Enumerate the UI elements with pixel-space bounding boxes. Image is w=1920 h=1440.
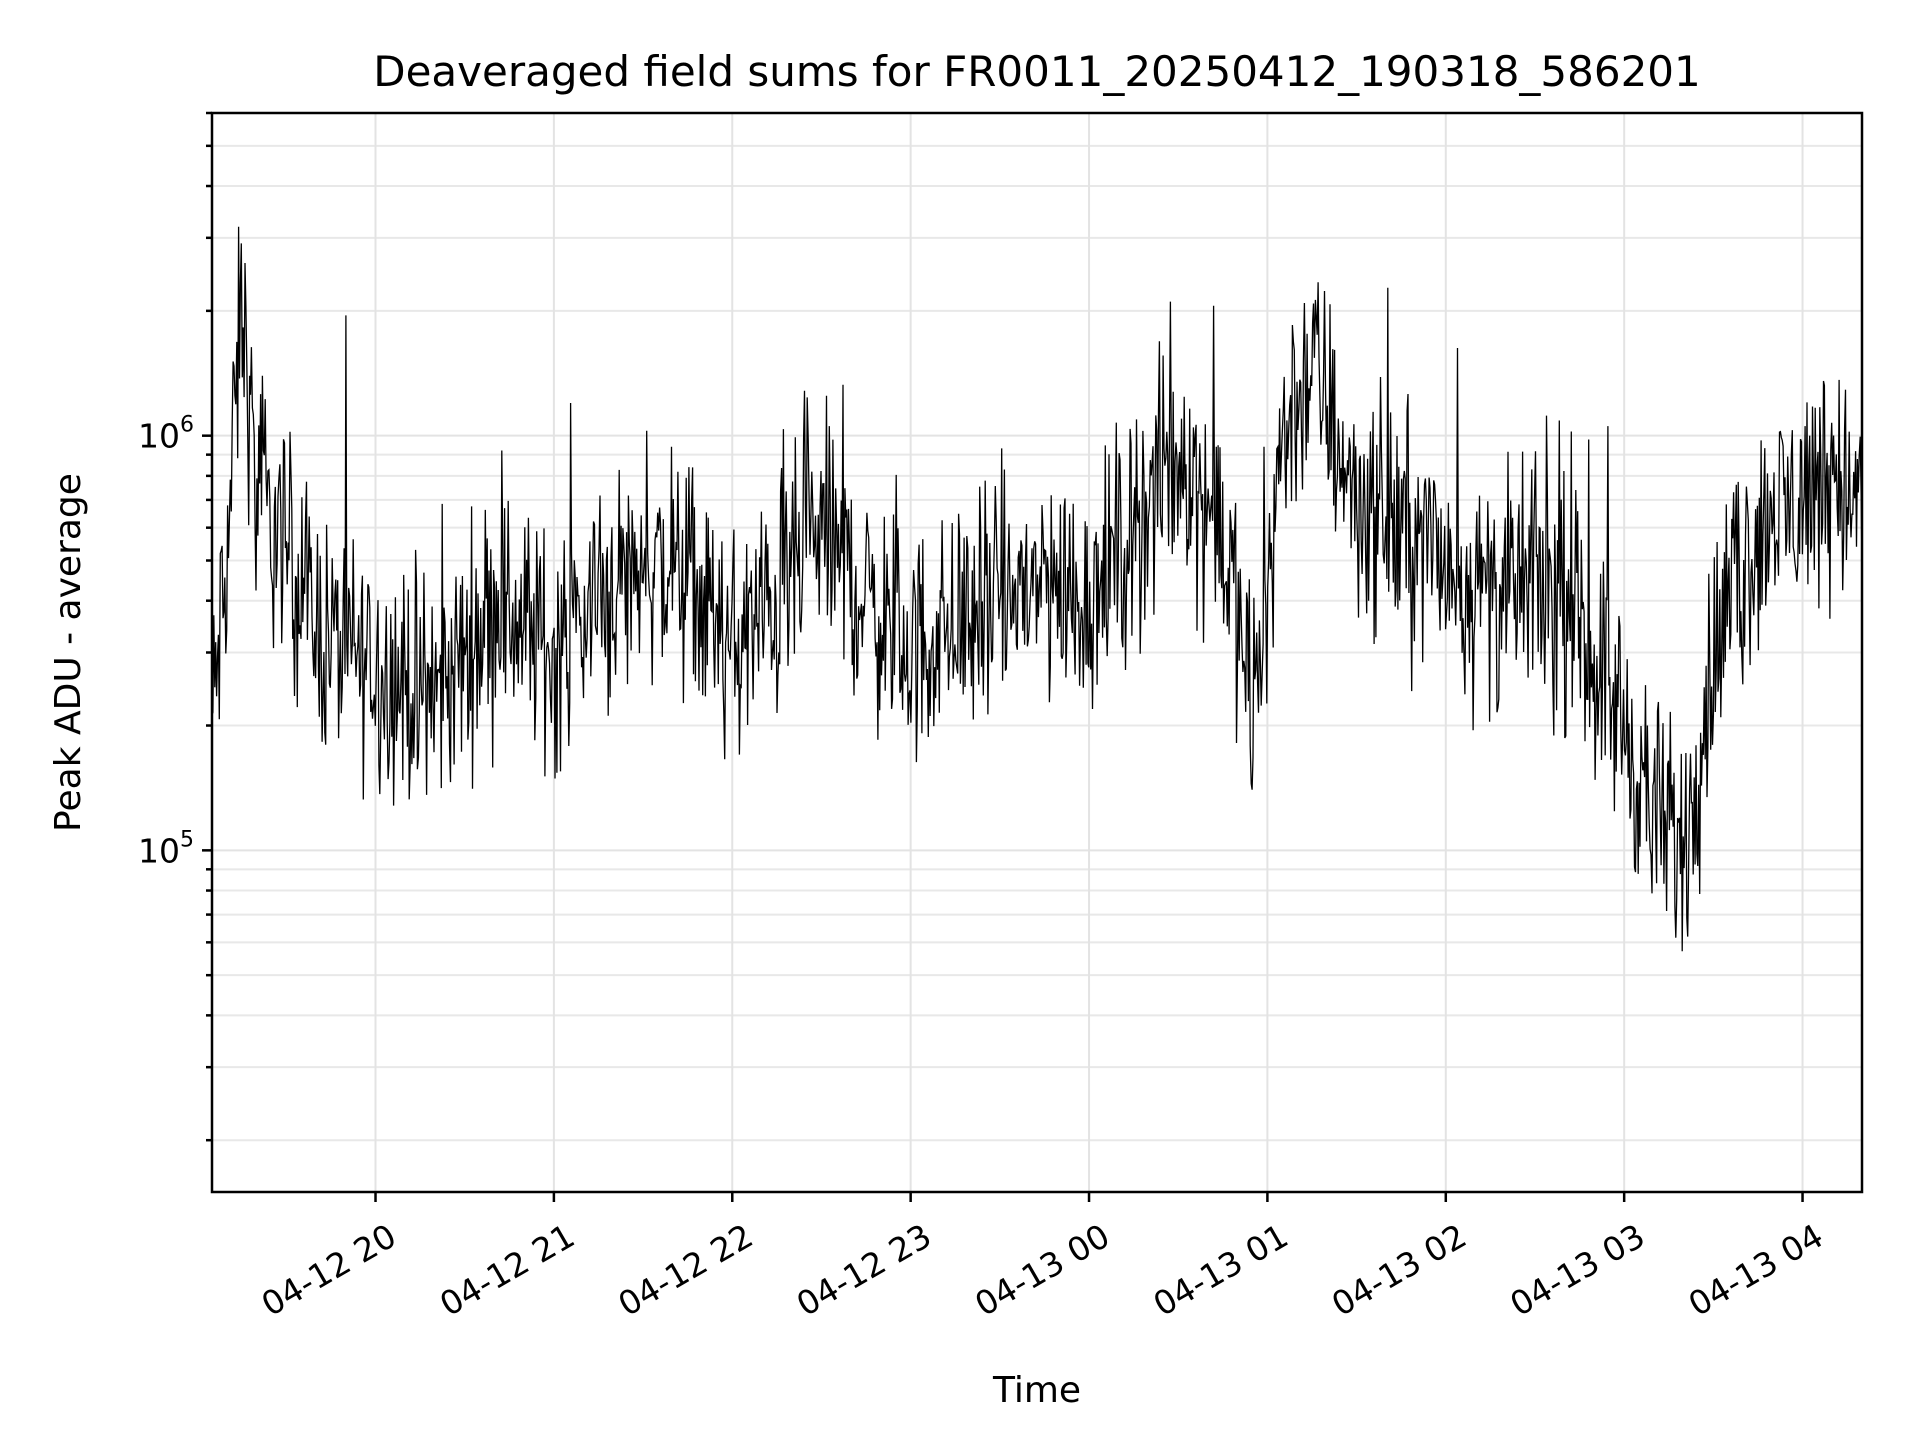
x-tick-label: 04-13 02	[1325, 1216, 1473, 1324]
y-tick-label: 106	[138, 413, 194, 456]
x-tick-label: 04-13 03	[1503, 1216, 1651, 1324]
plot-frame	[210, 111, 1864, 1194]
y-tick-base: 10	[138, 831, 180, 870]
x-tick-label: 04-13 00	[968, 1216, 1116, 1324]
y-tick-exponent: 6	[180, 413, 194, 438]
chart-title: Deaveraged field sums for FR0011_2025041…	[373, 47, 1701, 96]
x-tick-label: 04-12 22	[611, 1216, 759, 1324]
x-tick-label: 04-12 20	[255, 1216, 403, 1324]
plot-area	[211, 226, 1863, 952]
x-tick-label: 04-13 01	[1147, 1216, 1295, 1324]
x-tick-label: 04-12 23	[790, 1216, 938, 1324]
x-tick-label: 04-12 21	[433, 1216, 581, 1324]
series-line	[211, 226, 1863, 952]
x-tick-label: 04-13 04	[1682, 1216, 1830, 1324]
y-tick-exponent: 5	[180, 827, 194, 852]
y-axis-label: Peak ADU - average	[48, 473, 89, 832]
x-axis-label: Time	[992, 1370, 1081, 1411]
y-tick-base: 10	[138, 417, 180, 456]
y-tick-label: 105	[138, 827, 194, 870]
